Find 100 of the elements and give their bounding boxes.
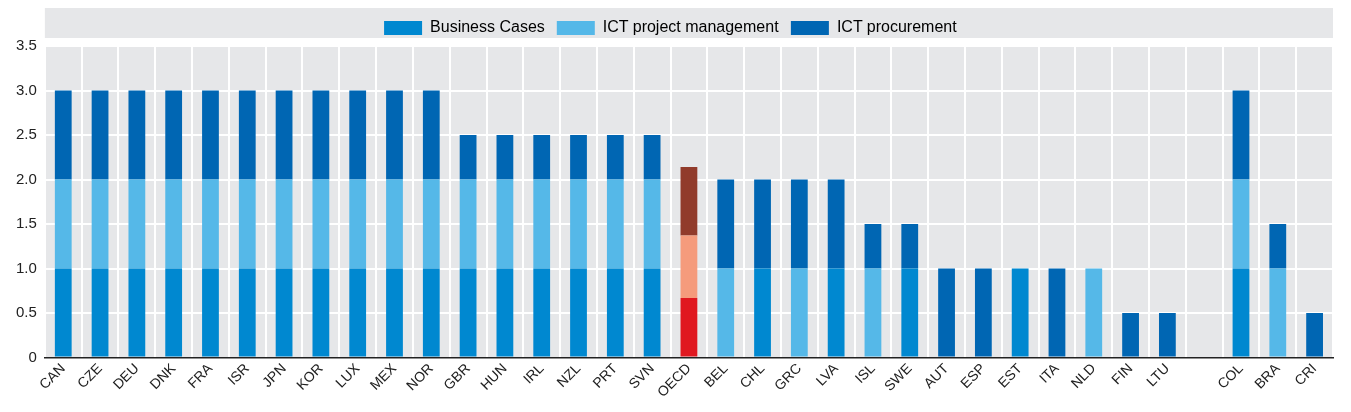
y-tick-label: 0 [28,347,37,365]
bar [1269,224,1287,269]
bar [643,179,661,269]
bar [202,179,219,269]
y-tick-label: 0.5 [15,303,37,321]
bar [54,90,72,180]
bar [754,179,771,269]
bar [1011,268,1029,357]
bar [643,135,661,180]
bar [128,179,146,269]
bar [202,268,219,357]
bar [901,268,919,357]
bar [275,268,293,357]
bar [1269,268,1287,357]
bar [238,179,256,269]
bar [165,179,183,269]
bar [680,297,698,357]
legend-label: ICT project management [602,18,780,36]
bar [202,90,219,180]
x-tick-label: FIN [1108,360,1136,388]
x-tick-label: CRI [1291,360,1320,389]
bar [312,90,330,180]
x-tick-label: CHL [736,359,768,392]
bar [349,179,367,269]
bar [1232,90,1250,180]
bar [386,90,403,180]
bar [570,179,587,269]
x-tick-label: IRL [519,359,547,387]
bar [680,235,698,298]
bar [1232,179,1250,269]
bar [717,179,735,269]
legend-label: Business Cases [430,18,545,36]
bar [790,179,808,269]
bar [533,268,551,357]
bar [54,179,72,269]
bar [422,90,440,180]
bar [1158,313,1176,357]
bar [312,268,330,357]
bar [349,90,367,180]
bar [1085,268,1103,357]
bar [938,268,955,357]
bar [386,179,403,269]
y-tick-label: 3.5 [15,36,37,54]
bar [54,268,72,357]
bar [827,268,845,357]
y-tick-label: 1.0 [15,258,37,276]
bar [459,268,477,357]
bar [496,268,514,357]
bar [128,90,146,180]
bar [717,268,735,357]
bar [422,268,440,357]
bar [864,224,882,269]
bar [165,268,183,357]
bar [1122,313,1139,357]
bar [91,90,109,180]
bar [901,224,919,269]
bar [606,135,624,180]
bar [275,179,293,269]
bar [974,268,992,357]
bar [349,268,367,357]
bar [864,268,882,357]
bar [386,268,403,357]
bar [459,179,477,269]
bar [459,135,477,180]
bar [533,135,551,180]
x-tick-label: ISL [851,359,878,387]
bar [606,179,624,269]
bar [827,179,845,269]
y-tick-label: 1.5 [15,214,37,232]
bar [496,135,514,180]
bar [422,179,440,269]
bar [312,179,330,269]
bar [606,268,624,357]
legend-label: ICT procurement [836,18,958,36]
bar [533,179,551,269]
bar [91,268,109,357]
x-tick-label: ITA [1035,359,1063,386]
bar [128,268,146,357]
bar [165,90,183,180]
bar [1048,268,1066,357]
bar [680,167,698,236]
bar [643,268,661,357]
y-tick-label: 2.0 [15,169,37,187]
bar [91,179,109,269]
x-tick-label: NZL [553,359,584,391]
x-tick-label: BEL [700,359,731,391]
bar [570,268,587,357]
bar [1232,268,1250,357]
bar [238,268,256,357]
bar [570,135,587,180]
bar [754,268,771,357]
x-tick-label: FRA [184,359,216,392]
bar [1306,313,1323,357]
y-tick-label: 2.5 [15,125,37,143]
x-tick-label: LVA [812,359,842,389]
y-tick-label: 3.0 [15,80,37,98]
bar [275,90,293,180]
x-tick-label: ISR [224,360,253,388]
bar [238,90,256,180]
x-tick-label: COL [1214,359,1246,392]
